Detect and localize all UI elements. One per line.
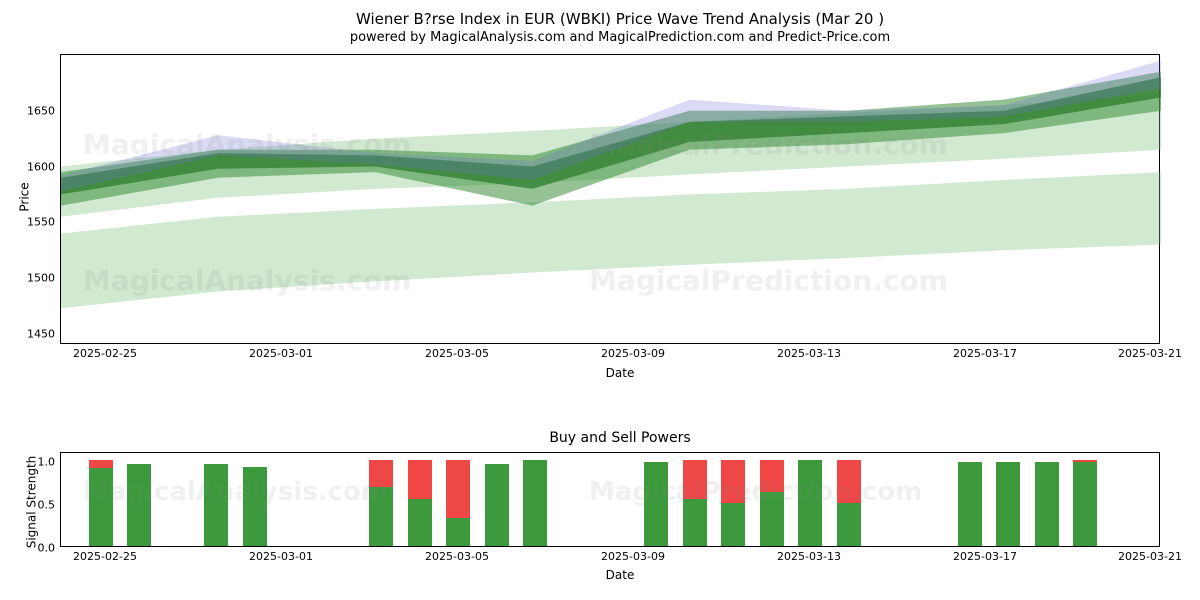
buy-bar [408,499,432,547]
y-tick-label: 1450 [27,327,61,340]
buy-bar [243,467,267,546]
buy-bar [683,499,707,547]
buy-bar [760,492,784,546]
x-tick-label: 2025-03-01 [249,546,313,563]
top-chart-subtitle: powered by MagicalAnalysis.com and Magic… [60,30,1180,45]
buy-bar [369,487,393,546]
x-tick-label: 2025-02-25 [73,343,137,360]
buy-bar [89,468,113,546]
bottom-plot-area: 0.00.51.02025-02-252025-03-012025-03-052… [60,452,1160,547]
top-plot-area: 145015001550160016502025-02-252025-03-01… [60,54,1160,344]
x-tick-label: 2025-03-13 [777,343,841,360]
y-tick-label: 1650 [27,104,61,117]
x-tick-label: 2025-03-01 [249,343,313,360]
x-tick-label: 2025-03-21 [1118,343,1182,360]
y-tick-label: 0.5 [38,498,62,511]
bands-svg [61,55,1161,345]
bottom-x-axis-label: Date [60,568,1180,582]
buy-bar [485,464,509,546]
y-tick-label: 1.0 [38,455,62,468]
top-y-axis-label: Price [18,182,32,211]
top-x-axis-label: Date [60,366,1180,380]
buy-bar [958,462,982,546]
buy-bar [798,460,822,546]
y-tick-label: 1550 [27,216,61,229]
y-tick-label: 1600 [27,160,61,173]
buy-bar [523,460,547,546]
buy-bar [721,503,745,546]
buy-bar [446,518,470,547]
top-chart-title: Wiener B?rse Index in EUR (WBKI) Price W… [60,10,1180,28]
x-tick-label: 2025-03-13 [777,546,841,563]
x-tick-label: 2025-03-05 [425,546,489,563]
x-tick-label: 2025-03-21 [1118,546,1182,563]
buy-bar [996,462,1020,546]
buy-sell-chart: Buy and Sell Powers 0.00.51.02025-02-252… [60,430,1180,590]
bottom-y-axis-label: Signal Strength [24,456,38,549]
buy-bar [127,464,151,546]
x-tick-label: 2025-03-09 [601,546,665,563]
y-tick-label: 1500 [27,272,61,285]
buy-bar [837,503,861,546]
x-tick-label: 2025-03-09 [601,343,665,360]
x-tick-label: 2025-02-25 [73,546,137,563]
buy-bar [644,462,668,546]
buy-bar [204,464,228,546]
price-wave-chart: Wiener B?rse Index in EUR (WBKI) Price W… [60,10,1180,390]
bottom-chart-title: Buy and Sell Powers [60,430,1180,446]
x-tick-label: 2025-03-17 [953,546,1017,563]
buy-bar [1035,462,1059,546]
buy-bar [1073,462,1097,546]
y-tick-label: 0.0 [38,542,62,555]
x-tick-label: 2025-03-17 [953,343,1017,360]
x-tick-label: 2025-03-05 [425,343,489,360]
watermark-text: MagicalPrediction.com [589,477,922,507]
